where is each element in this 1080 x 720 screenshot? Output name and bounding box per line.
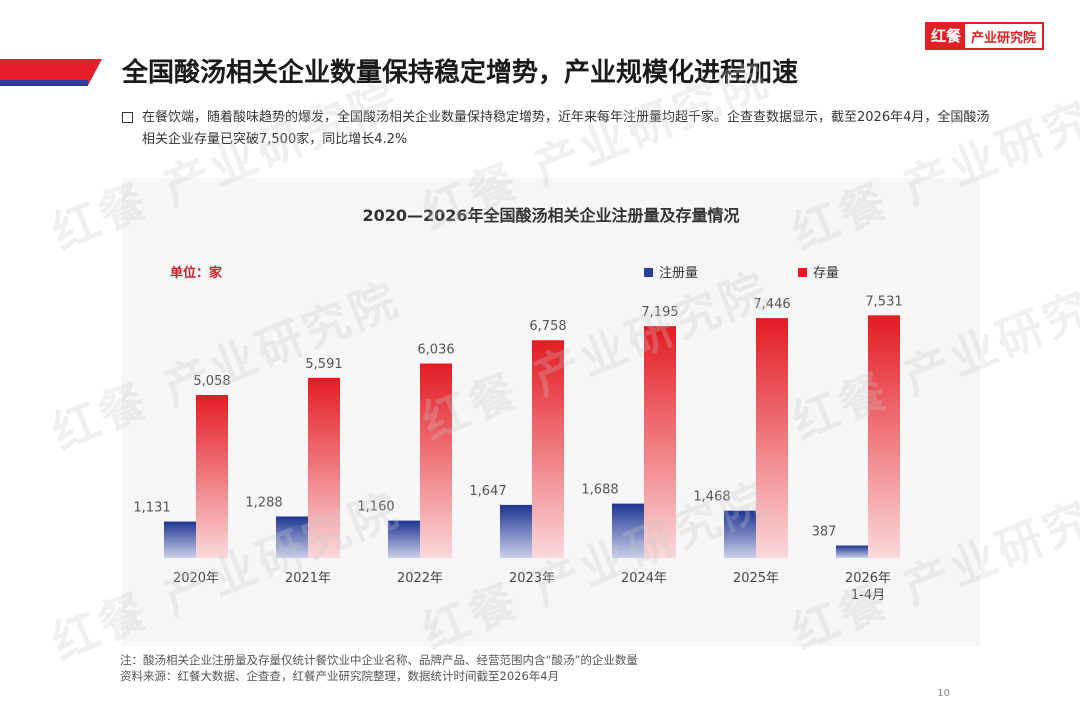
x-tick-label: 2020年 [173, 571, 219, 586]
value-label-stock: 5,591 [305, 357, 342, 372]
page-title: 全国酸汤相关企业数量保持稳定增势，产业规模化进程加速 [122, 58, 799, 88]
brand-text: 产业研究院 [970, 30, 1036, 46]
value-label-stock: 7,195 [641, 305, 678, 320]
bar-stock [644, 326, 676, 558]
x-tick-label: 2025年 [733, 571, 779, 586]
unit-label: 单位：家 [170, 266, 223, 281]
x-tick-label: 2021年 [285, 571, 331, 586]
bar-stock [420, 363, 452, 558]
bar-stock [532, 340, 564, 558]
footnote-note: 注：酸汤相关企业注册量及存量仅统计餐饮业中企业名称、品牌产品、经营范围内含“酸汤… [120, 653, 638, 667]
value-label-registrations: 1,688 [581, 483, 618, 498]
bar-registrations [724, 510, 756, 558]
legend-swatch-stock [798, 268, 807, 277]
chart-title: 2020—2026年全国酸汤相关企业注册量及存量情况 [362, 206, 740, 225]
footnote: 注：酸汤相关企业注册量及存量仅统计餐饮业中企业名称、品牌产品、经营范围内含“酸汤… [120, 652, 638, 684]
value-label-registrations: 1,288 [245, 495, 282, 510]
brand-mark: 红餐 [926, 24, 965, 48]
value-label-registrations: 1,647 [469, 484, 506, 499]
legend-swatch-registrations [644, 268, 653, 277]
value-label-registrations: 1,131 [133, 501, 170, 516]
x-tick-label: 2024年 [621, 571, 667, 586]
chart-panel: 2020—2026年全国酸汤相关企业注册量及存量情况 单位：家 注册量 存量 1… [122, 178, 980, 646]
x-tick-label: 1-4月 [851, 588, 885, 603]
bar-stock [308, 377, 340, 558]
page-number: 10 [937, 688, 950, 699]
bar-registrations [836, 545, 868, 558]
summary-text: 在餐饮端，随着酸味趋势的爆发，全国酸汤相关企业数量保持稳定增势，近年来每年注册量… [142, 110, 990, 147]
summary-bullet: 在餐饮端，随着酸味趋势的爆发，全国酸汤相关企业数量保持稳定增势，近年来每年注册量… [122, 107, 1002, 151]
bar-registrations [612, 503, 644, 558]
value-label-registrations: 1,468 [693, 490, 730, 505]
legend-item-stock: 存量 [798, 262, 839, 281]
title-accent-blue [0, 80, 88, 86]
value-label-stock: 7,446 [753, 297, 790, 312]
value-label-stock: 6,036 [417, 343, 454, 358]
value-label-registrations: 1,160 [357, 500, 394, 515]
bar-registrations [164, 521, 196, 558]
footnote-source: 资料来源：红餐大数据、企查查，红餐产业研究院整理，数据统计时间截至2026年4月 [120, 669, 560, 683]
value-label-stock: 6,758 [529, 319, 566, 334]
legend-label-registrations: 注册量 [659, 266, 699, 281]
legend-label-stock: 存量 [813, 266, 840, 281]
x-tick-label: 2023年 [509, 571, 555, 586]
value-label-stock: 5,058 [193, 374, 230, 389]
x-tick-label: 2022年 [397, 571, 443, 586]
bar-stock [196, 395, 228, 558]
brand-logo: 红餐 产业研究院 [924, 22, 1044, 50]
bar-registrations [276, 516, 308, 558]
bar-registrations [500, 504, 532, 558]
value-label-registrations: 387 [812, 525, 837, 540]
bar-registrations [388, 520, 420, 558]
legend-item-registrations: 注册量 [644, 262, 698, 281]
value-label-stock: 7,531 [865, 294, 902, 309]
bullet-square-icon [122, 112, 133, 123]
bar-chart: 1,131 5,058 2020年 1,288 5,591 2021年 1,160 6,036… [133, 294, 902, 603]
bar-stock [756, 318, 788, 558]
bar-stock [868, 315, 900, 558]
x-tick-label: 2026年 [845, 571, 891, 586]
